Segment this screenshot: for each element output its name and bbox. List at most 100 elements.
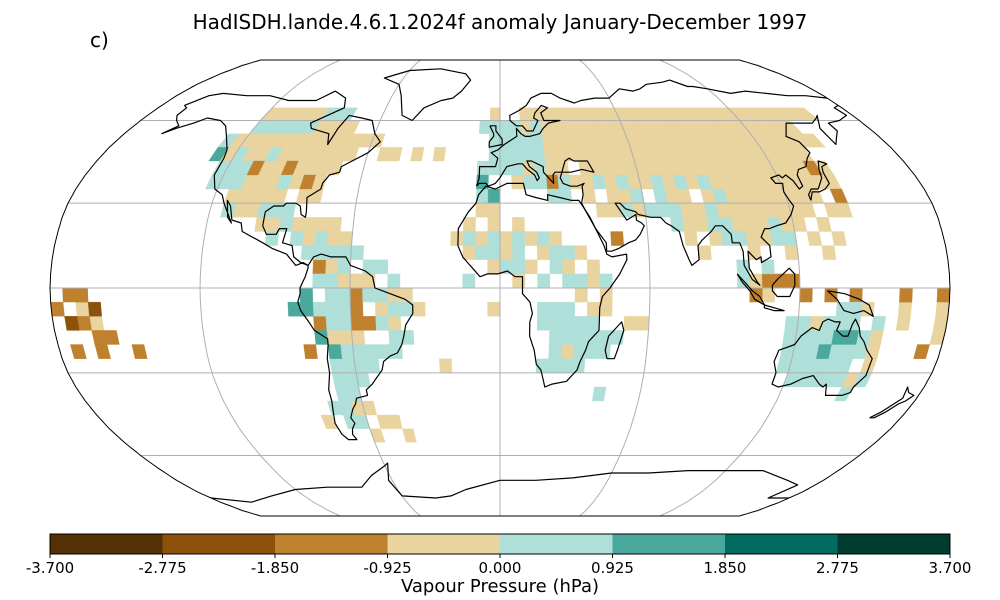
anomaly-cell <box>524 231 538 246</box>
anomaly-cell <box>761 287 776 303</box>
anomaly-cells <box>50 107 950 443</box>
coastline <box>869 386 915 419</box>
anomaly-cell <box>364 344 379 359</box>
anomaly-cell <box>337 287 351 303</box>
anomaly-cell <box>412 301 426 317</box>
anomaly-cell <box>254 217 270 232</box>
coastline <box>211 462 799 503</box>
anomaly-cell <box>796 316 812 331</box>
anomaly-cell <box>462 231 476 246</box>
anomaly-cell <box>536 231 550 246</box>
colorbar-tick-label: -2.775 <box>138 559 187 577</box>
anomaly-cell <box>326 330 341 345</box>
anomaly-cell <box>499 231 513 246</box>
anomaly-cell <box>350 301 364 317</box>
anomaly-cell <box>599 301 613 317</box>
anomaly-cell <box>833 316 849 331</box>
coastlines <box>161 68 915 503</box>
anomaly-cell <box>548 344 562 359</box>
coastline <box>297 253 414 441</box>
colorbar-segment <box>50 534 163 554</box>
anomaly-cell <box>615 174 630 190</box>
anomaly-cell <box>829 188 849 204</box>
anomaly-cell <box>558 188 573 204</box>
anomaly-cell <box>610 231 624 246</box>
anomaly-cell <box>586 316 600 331</box>
anomaly-cell <box>549 316 563 331</box>
anomaly-cell <box>50 301 65 317</box>
colorbar-segment <box>837 534 951 554</box>
anomaly-cell <box>599 273 613 289</box>
anomaly-cell <box>94 344 111 359</box>
anomaly-cell <box>524 259 538 275</box>
anomaly-cell <box>301 231 316 246</box>
anomaly-cell <box>561 316 575 331</box>
coastline <box>383 68 472 122</box>
anomaly-cell <box>537 301 551 317</box>
colorbar-tick-label: 1.850 <box>703 559 747 577</box>
anomaly-cell <box>478 120 491 134</box>
colorbar-segment <box>500 534 613 554</box>
anomaly-cell <box>547 358 561 373</box>
anomaly-cell <box>821 245 837 260</box>
anomaly-cell <box>511 174 524 190</box>
anomaly-cell <box>562 273 576 289</box>
anomaly-cell <box>325 245 340 260</box>
anomaly-cell <box>462 245 476 260</box>
anomaly-cell <box>784 245 799 260</box>
anomaly-cell <box>534 174 548 190</box>
anomaly-cell <box>499 120 511 134</box>
anomaly-cell <box>487 301 501 317</box>
anomaly-cell <box>784 316 799 331</box>
anomaly-cell <box>463 217 476 232</box>
colorbar-segment <box>275 534 388 554</box>
anomaly-cell <box>399 301 414 317</box>
anomaly-cell <box>489 107 501 121</box>
anomaly-cell <box>337 273 351 289</box>
anomaly-cell <box>342 147 360 162</box>
anomaly-cell <box>549 301 563 317</box>
anomaly-cell <box>821 316 837 331</box>
anomaly-cell <box>350 316 365 331</box>
anomaly-cell <box>338 330 353 345</box>
colorbar <box>49 533 951 558</box>
anomaly-cell <box>352 344 367 359</box>
anomaly-cell <box>536 316 550 331</box>
anomaly-cell <box>450 231 464 246</box>
anomaly-cell <box>70 344 87 359</box>
anomaly-cell <box>574 316 588 331</box>
longitude-gridline <box>579 60 651 516</box>
anomaly-cell <box>387 273 401 289</box>
anomaly-cell <box>761 259 775 275</box>
anomaly-cell <box>474 245 488 260</box>
anomaly-cell <box>375 301 389 317</box>
anomaly-cell <box>510 147 523 162</box>
anomaly-cell <box>487 188 501 204</box>
anomaly-cell <box>487 245 501 260</box>
anomaly-cell <box>574 273 588 289</box>
anomaly-cell <box>362 287 376 303</box>
colorbar-tick-label: 3.700 <box>928 559 972 577</box>
anomaly-cell <box>541 133 555 148</box>
anomaly-cell <box>91 330 108 345</box>
anomaly-cell <box>512 245 526 260</box>
anomaly-cell <box>898 301 913 317</box>
anomaly-cell <box>439 358 453 373</box>
anomaly-cell <box>733 231 748 246</box>
anomaly-cell <box>684 231 699 246</box>
anomaly-cell <box>387 414 403 429</box>
anomaly-cell <box>605 188 621 204</box>
anomaly-cell <box>720 231 736 246</box>
anomaly-cell <box>312 301 326 317</box>
anomaly-cell <box>824 287 838 303</box>
anomaly-cell <box>499 245 513 260</box>
anomaly-cell <box>487 259 501 275</box>
anomaly-cell <box>327 344 343 359</box>
anomaly-cell <box>338 231 353 246</box>
anomaly-cell <box>536 245 550 260</box>
anomaly-cell <box>275 174 293 190</box>
anomaly-cell <box>475 203 489 218</box>
anomaly-cell <box>786 273 801 289</box>
anomaly-cell <box>544 160 558 176</box>
anomaly-cell <box>410 147 425 162</box>
